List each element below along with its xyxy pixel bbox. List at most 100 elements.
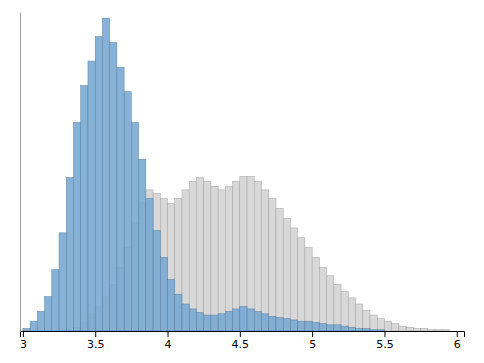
histogram-bar [450, 331, 457, 332]
histogram-bar [370, 330, 377, 331]
histogram-bar [131, 122, 138, 331]
histogram-bar [356, 304, 363, 331]
histogram-bar [392, 331, 399, 332]
histogram-bar [168, 279, 175, 331]
histogram-bar [269, 316, 276, 331]
histogram-bar [247, 176, 254, 331]
histogram-bar [66, 178, 73, 331]
histogram-bar [370, 315, 377, 331]
histogram-bar [204, 181, 211, 331]
histogram-bar [334, 325, 341, 331]
histogram-bar [348, 327, 355, 331]
histogram-bar [283, 319, 290, 331]
histogram-bar [153, 230, 160, 331]
histogram-bar [392, 324, 399, 331]
histogram-bar [247, 309, 254, 331]
histogram-bar [428, 330, 435, 331]
histogram-bar [421, 329, 428, 331]
histogram-bar [319, 267, 326, 331]
histogram-bar [240, 176, 247, 331]
histogram-bar [160, 198, 167, 331]
x-tick-label: 4 [165, 338, 172, 351]
x-tick: 6 [454, 331, 461, 351]
histogram-bar [327, 325, 334, 331]
x-tick: 3 [20, 331, 27, 351]
x-tick-mark [95, 331, 96, 337]
histogram-bar [341, 326, 348, 331]
x-axis-line [21, 332, 465, 338]
histogram-bar [254, 311, 261, 331]
histogram-bar [406, 331, 413, 332]
histogram-bar [327, 276, 334, 331]
histogram-bar [435, 331, 442, 332]
histogram-bar [153, 194, 160, 331]
x-tick: 3.5 [87, 331, 105, 351]
plot-area [23, 18, 450, 331]
histogram-bar [377, 330, 384, 331]
histogram-bar [384, 321, 391, 331]
histogram-bar [413, 329, 420, 331]
x-tick-mark [457, 331, 458, 337]
histogram-bar [189, 181, 196, 331]
x-tick: 4.5 [232, 331, 250, 351]
histogram-bar [196, 178, 203, 331]
histogram-bar [160, 257, 167, 331]
histogram-bar [399, 331, 406, 332]
histogram-bar [196, 313, 203, 331]
histogram-bar [413, 331, 420, 332]
histogram-bar [189, 309, 196, 331]
histogram-bar [182, 304, 189, 331]
x-tick-mark [312, 331, 313, 337]
x-tick-label: 3.5 [87, 338, 105, 351]
histogram-bar [276, 318, 283, 331]
histogram-bar [233, 309, 240, 331]
histogram-bar [377, 319, 384, 331]
chart: 3 3.5 4 4.5 5 5.5 6 [0, 0, 484, 363]
x-tick-label: 5.5 [376, 338, 394, 351]
histogram-bar [211, 315, 218, 331]
x-tick-label: 3 [20, 338, 27, 351]
histogram-bar [435, 330, 442, 331]
histogram-bar [363, 329, 370, 331]
histogram-bar [319, 324, 326, 331]
histogram-bar [88, 61, 95, 331]
histogram-bar [74, 122, 81, 331]
x-tick-mark [23, 331, 24, 337]
x-tick-mark [168, 331, 169, 337]
histogram-bar [218, 190, 225, 331]
histogram-bar [146, 198, 153, 331]
histogram-bar [363, 310, 370, 331]
histogram-bar [341, 292, 348, 331]
histogram-bar [312, 322, 319, 331]
histogram-bar [334, 284, 341, 331]
histogram-bar [37, 311, 44, 331]
histogram-bar [348, 298, 355, 331]
histogram-bar [421, 331, 428, 332]
histogram-bar [276, 208, 283, 331]
histogram-bar [175, 294, 182, 331]
histogram-bar [146, 190, 153, 331]
histogram-bar [356, 329, 363, 331]
histogram-bar [312, 257, 319, 331]
y-axis-line [20, 13, 21, 332]
histogram-bar [283, 218, 290, 331]
x-tick: 4 [165, 331, 172, 351]
histogram-bar [428, 331, 435, 332]
histogram-bar [124, 92, 131, 331]
histogram-bar [225, 311, 232, 331]
x-tick: 5.5 [376, 331, 394, 351]
x-tick-label: 5 [309, 338, 316, 351]
histogram-bar [399, 326, 406, 331]
x-tick-mark [240, 331, 241, 337]
histogram-bar [168, 203, 175, 331]
histogram-bar [218, 314, 225, 331]
histogram-bar [23, 329, 30, 331]
histogram-bar [117, 67, 124, 331]
histogram-bar [204, 315, 211, 331]
histogram-bar [102, 18, 109, 331]
histogram-bar [262, 314, 269, 331]
histogram-bar [139, 159, 146, 331]
histogram-bar [52, 270, 59, 331]
histogram-bar [406, 327, 413, 331]
x-tick: 5 [309, 331, 316, 351]
